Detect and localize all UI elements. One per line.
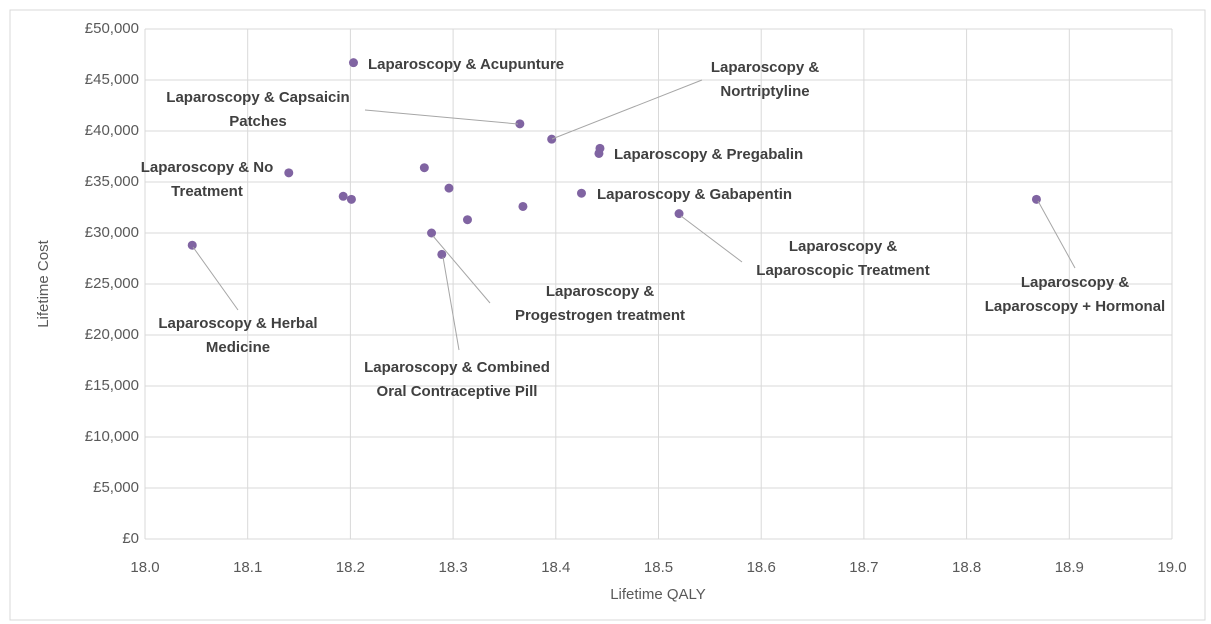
x-axis-title: Lifetime QALY [610, 586, 706, 603]
x-tick-label: 18.3 [438, 559, 467, 576]
data-point [1031, 194, 1041, 204]
y-tick-label: £30,000 [85, 224, 139, 241]
data-point [419, 163, 429, 173]
annotation: Laparoscopy & [789, 238, 898, 255]
annotation: Laparoscopy & Combined [364, 359, 550, 376]
data-point [462, 215, 472, 225]
data-point [594, 148, 604, 158]
y-tick-label: £5,000 [93, 479, 139, 496]
x-tick-label: 18.4 [541, 559, 570, 576]
annotation: Oral Contraceptive Pill [377, 383, 538, 400]
y-tick-label: £10,000 [85, 428, 139, 445]
annotation: Laparoscopy & Gabapentin [597, 186, 792, 203]
leader-line [442, 256, 460, 351]
data-point [444, 183, 454, 193]
annotation: Patches [229, 113, 287, 130]
y-tick-label: £45,000 [85, 71, 139, 88]
leader-line [192, 246, 239, 311]
annotation: Treatment [171, 183, 243, 200]
data-point [576, 188, 586, 198]
annotation: Laparoscopy & [711, 59, 820, 76]
data-point [338, 191, 348, 201]
annotation: Laparoscopy & Acupunture [368, 56, 564, 73]
y-tick-label: £15,000 [85, 377, 139, 394]
leader-line [551, 79, 703, 140]
annotation: Laparoscopy & Pregabalin [614, 146, 803, 163]
y-tick-label: £40,000 [85, 122, 139, 139]
y-tick-label: £25,000 [85, 275, 139, 292]
x-tick-label: 19.0 [1157, 559, 1186, 576]
data-point [547, 134, 557, 144]
x-tick-label: 18.6 [747, 559, 776, 576]
chart-frame [9, 9, 1206, 621]
data-point [187, 240, 197, 250]
x-tick-label: 18.8 [952, 559, 981, 576]
annotation: Laparoscopy & [1021, 274, 1130, 291]
data-point [515, 119, 525, 129]
data-point [518, 201, 528, 211]
data-point [348, 58, 358, 68]
annotation: Progestrogen treatment [515, 307, 685, 324]
x-tick-label: 18.2 [336, 559, 365, 576]
annotation: Laparoscopic Treatment [756, 262, 929, 279]
annotation: Laparoscopy & No [141, 159, 274, 176]
annotation: Laparoscopy & Capsaicin [166, 89, 349, 106]
annotation: Laparoscopy & [546, 283, 655, 300]
y-tick-label: £50,000 [85, 20, 139, 37]
data-point [346, 194, 356, 204]
annotation: Nortriptyline [720, 83, 809, 100]
data-point [427, 228, 437, 238]
x-tick-label: 18.1 [233, 559, 262, 576]
x-tick-label: 18.9 [1055, 559, 1084, 576]
x-tick-label: 18.7 [849, 559, 878, 576]
annotation: Laparoscopy + Hormonal [985, 298, 1165, 315]
data-point [284, 168, 294, 178]
leader-line [364, 109, 519, 125]
x-tick-label: 18.0 [130, 559, 159, 576]
x-tick-label: 18.5 [644, 559, 673, 576]
y-tick-label: £35,000 [85, 173, 139, 190]
y-tick-label: £20,000 [85, 326, 139, 343]
leader-line [1037, 200, 1076, 269]
annotation: Medicine [206, 339, 270, 356]
y-tick-label: £0 [122, 530, 139, 547]
leader-line [432, 235, 491, 304]
annotation: Laparoscopy & Herbal [158, 315, 317, 332]
y-axis-title: Lifetime Cost [35, 239, 52, 327]
data-point [437, 249, 447, 259]
leader-line [680, 215, 743, 263]
